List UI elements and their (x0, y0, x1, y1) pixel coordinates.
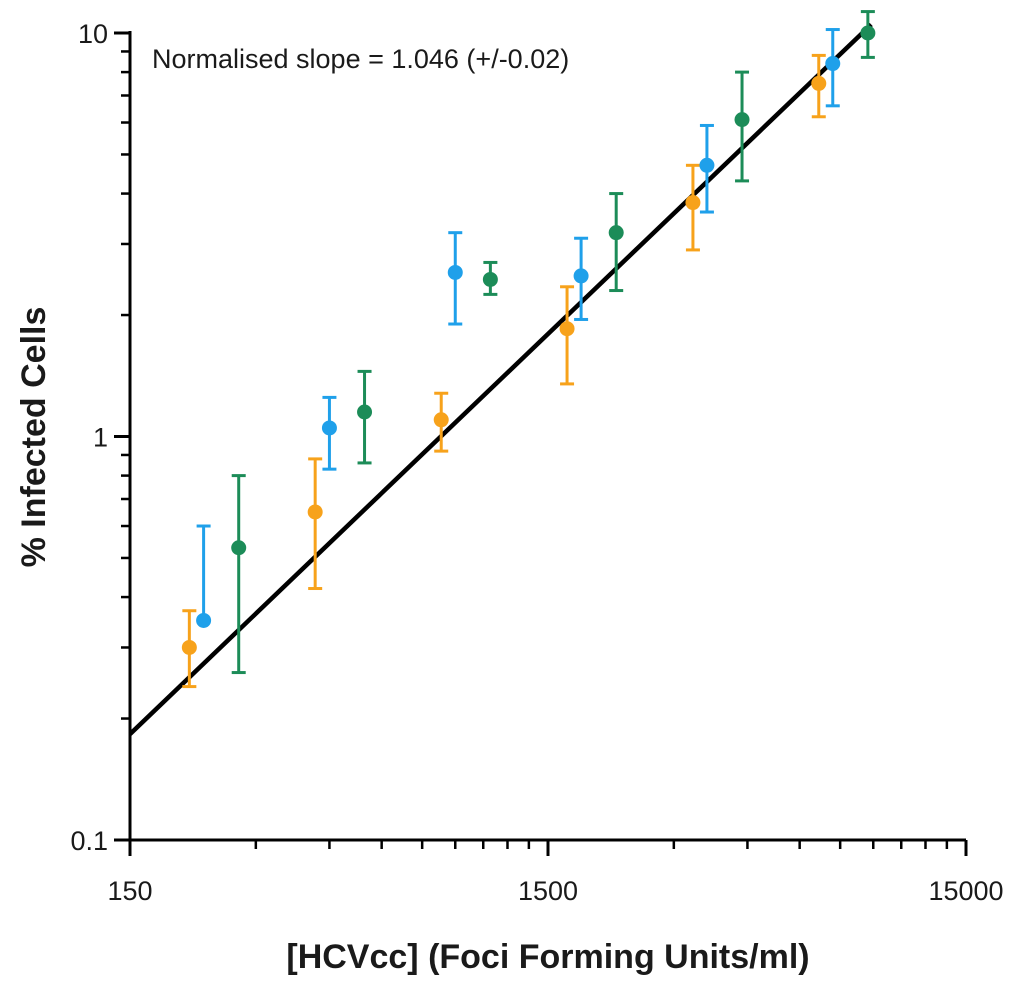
data-point-series-2 (321, 420, 337, 436)
data-point-series-3 (231, 540, 247, 556)
axes: 0.1 1 10 150 1500 15000 (70, 19, 1003, 906)
data-point-series-2 (573, 268, 589, 284)
data-point-series-2 (699, 157, 715, 173)
data-point-series-3 (734, 112, 750, 128)
data-point-series-3 (482, 271, 498, 287)
data-point-series-1 (685, 195, 701, 211)
y-tick-label: 10 (78, 19, 108, 49)
x-tick-label: 15000 (928, 876, 1003, 906)
data-point-series-1 (559, 321, 575, 337)
data-point-series-3 (357, 404, 373, 420)
y-tick-label: 1 (93, 423, 108, 453)
data-point-series-1 (433, 412, 449, 428)
data-point-series-1 (811, 75, 827, 91)
slope-annotation: Normalised slope = 1.046 (+/-0.02) (152, 44, 569, 74)
data-point-series-3 (860, 25, 876, 41)
fit-line (128, 22, 873, 736)
x-axis-label: [HCVcc] (Foci Forming Units/ml) (286, 938, 809, 976)
plot-area (128, 10, 876, 736)
data-point-series-3 (608, 225, 624, 241)
y-tick-label: 0.1 (70, 826, 108, 856)
x-tick-label: 1500 (518, 876, 578, 906)
data-point-series-2 (825, 56, 841, 72)
y-axis-label: % Infected Cells (15, 307, 53, 568)
data-point-series-1 (307, 504, 323, 520)
x-tick-label: 150 (107, 876, 152, 906)
data-point-series-2 (447, 264, 463, 280)
data-point-series-1 (181, 639, 197, 655)
data-point-series-2 (196, 612, 212, 628)
